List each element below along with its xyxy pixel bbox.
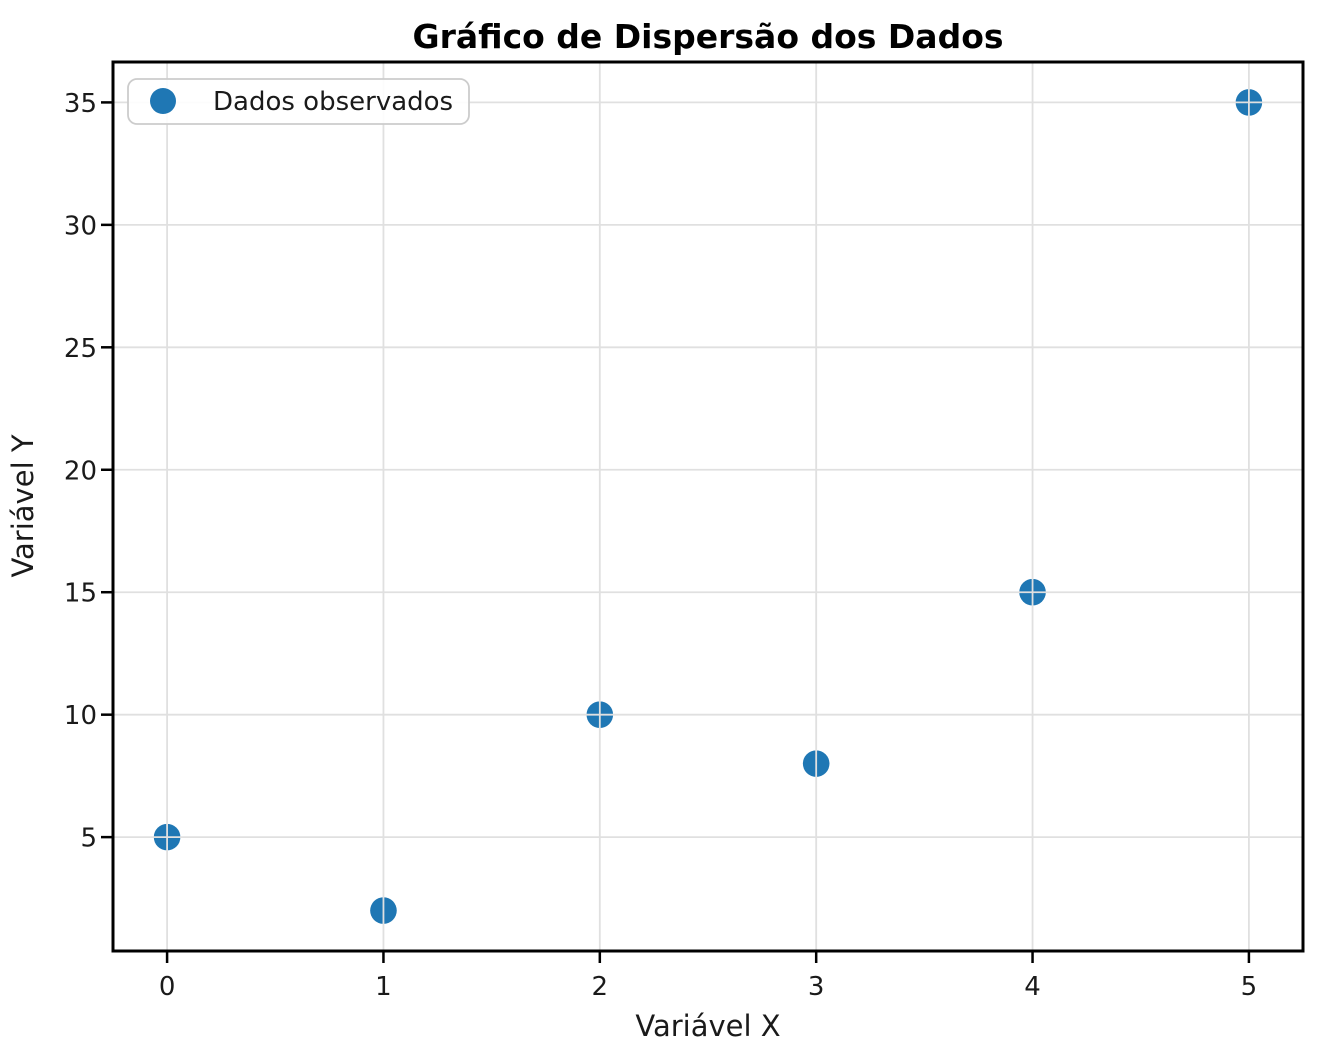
y-axis-label: Variável Y [6, 434, 40, 577]
data-points-layer [153, 89, 1263, 924]
y-tick-label: 30 [64, 211, 97, 241]
y-tick-labels: 5 10 15 20 25 30 35 [64, 89, 97, 854]
chart-title: Gráfico de Dispersão dos Dados [412, 17, 1003, 56]
x-tick-label: 4 [1024, 972, 1041, 1002]
legend-entry-label: Dados observados [213, 87, 453, 117]
x-tick-label: 0 [159, 972, 176, 1002]
x-tick-label: 2 [592, 972, 609, 1002]
x-tick-labels: 0 1 2 3 4 5 [159, 972, 1257, 1002]
y-tick-label: 10 [64, 701, 97, 731]
circle-marker-icon [150, 88, 176, 114]
tick-marks-layer [101, 101, 1251, 963]
x-tick-label: 5 [1241, 972, 1258, 1002]
legend-frame [127, 78, 470, 125]
y-tick-label: 5 [80, 824, 97, 854]
gridlines-layer [113, 62, 1303, 951]
y-tick-label: 15 [64, 579, 97, 609]
y-tick-label: 20 [64, 456, 97, 486]
legend-box: Dados observados [127, 78, 470, 125]
y-tick-label: 35 [64, 89, 97, 119]
x-tick-label: 1 [375, 972, 392, 1002]
y-tick-label: 25 [64, 334, 97, 364]
axes-spines [111, 60, 1305, 953]
x-axis-label: Variável X [635, 1009, 780, 1043]
x-tick-label: 3 [808, 972, 825, 1002]
